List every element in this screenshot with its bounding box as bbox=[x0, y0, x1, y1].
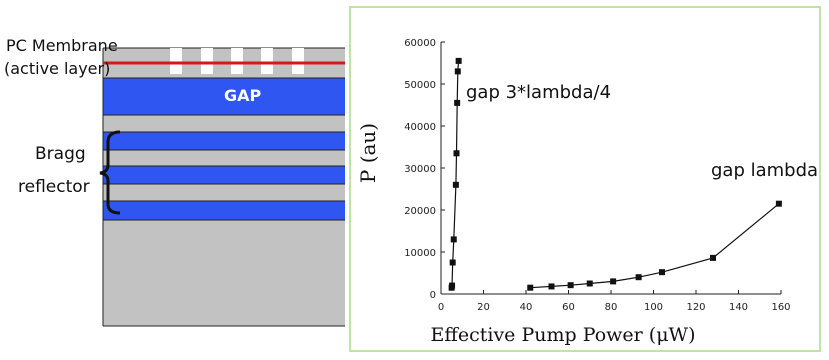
x-tick-label: 20 bbox=[477, 302, 490, 313]
x-tick-label: 80 bbox=[605, 302, 618, 313]
x-tick-label: 0 bbox=[438, 302, 444, 313]
bragg-brace bbox=[99, 130, 121, 215]
chart-panel: 0 20 40 60 80 100 120 140 160 0 10000 20000 30000 400… bbox=[349, 6, 821, 352]
series-label-gap-3lambda4: gap 3*lambda/4 bbox=[466, 82, 611, 103]
pc-hole-1 bbox=[170, 48, 182, 74]
x-axis-label: Effective Pump Power (μW) bbox=[430, 324, 695, 346]
y-tick-label: 20000 bbox=[404, 206, 436, 217]
data-point bbox=[454, 99, 461, 106]
bragg-label-line2: reflector bbox=[18, 177, 90, 197]
y-tick-label: 0 bbox=[430, 290, 436, 301]
data-point bbox=[567, 282, 574, 289]
data-point bbox=[455, 57, 462, 64]
data-point bbox=[635, 274, 642, 281]
data-point bbox=[659, 269, 665, 276]
membrane-label-line1: PC Membrane bbox=[6, 36, 118, 55]
data-point bbox=[454, 68, 461, 75]
data-point bbox=[527, 284, 534, 291]
layer-structure-diagram: PC Membrane (active layer) GAP Bragg ref… bbox=[0, 0, 345, 356]
layer-borders bbox=[102, 47, 345, 327]
y-tick-label: 50000 bbox=[404, 80, 436, 91]
bragg-layer-1 bbox=[103, 132, 345, 150]
membrane-label-line2: (active layer) bbox=[4, 59, 111, 78]
pc-hole-4 bbox=[261, 48, 273, 74]
series-line-1 bbox=[530, 203, 780, 289]
x-tick-label: 40 bbox=[520, 302, 533, 313]
gap-layer bbox=[103, 78, 345, 115]
bragg-label-line1: Bragg bbox=[35, 144, 86, 164]
series-line-0 bbox=[451, 60, 460, 288]
y-axis-label: P (au) bbox=[356, 123, 380, 183]
x-tick-label: 60 bbox=[562, 302, 575, 313]
layer-stack-svg bbox=[99, 47, 345, 327]
bragg-layer-3 bbox=[103, 201, 345, 220]
data-point bbox=[610, 278, 617, 285]
data-point bbox=[449, 259, 456, 266]
x-tick-label: 100 bbox=[644, 302, 663, 313]
chart-series bbox=[448, 57, 782, 291]
chart-axes: 0 20 40 60 80 100 120 140 160 0 10000 20000 30000 400… bbox=[404, 38, 790, 313]
x-tick-label: 160 bbox=[771, 302, 790, 313]
data-point bbox=[775, 200, 782, 207]
data-point bbox=[586, 280, 593, 287]
data-point bbox=[450, 236, 457, 243]
y-tick-label: 60000 bbox=[404, 38, 436, 49]
bragg-layer-2 bbox=[103, 166, 345, 184]
data-point bbox=[710, 254, 716, 261]
gap-label: GAP bbox=[224, 86, 262, 105]
pc-hole-5 bbox=[292, 48, 304, 74]
chart-svg: 0 20 40 60 80 100 120 140 160 0 10000 20000 30000 400… bbox=[356, 38, 818, 346]
data-point bbox=[453, 150, 460, 157]
data-point bbox=[548, 283, 555, 290]
y-tick-label: 10000 bbox=[404, 248, 436, 259]
x-tick-label: 120 bbox=[686, 302, 705, 313]
data-point bbox=[449, 282, 456, 289]
pc-hole-3 bbox=[231, 48, 243, 74]
y-tick-label: 30000 bbox=[404, 164, 436, 175]
series-label-gap-lambda: gap lambda bbox=[711, 160, 818, 181]
y-tick-label: 40000 bbox=[404, 122, 436, 133]
pc-hole-2 bbox=[201, 48, 213, 74]
data-point bbox=[452, 181, 459, 188]
x-tick-label: 140 bbox=[729, 302, 748, 313]
